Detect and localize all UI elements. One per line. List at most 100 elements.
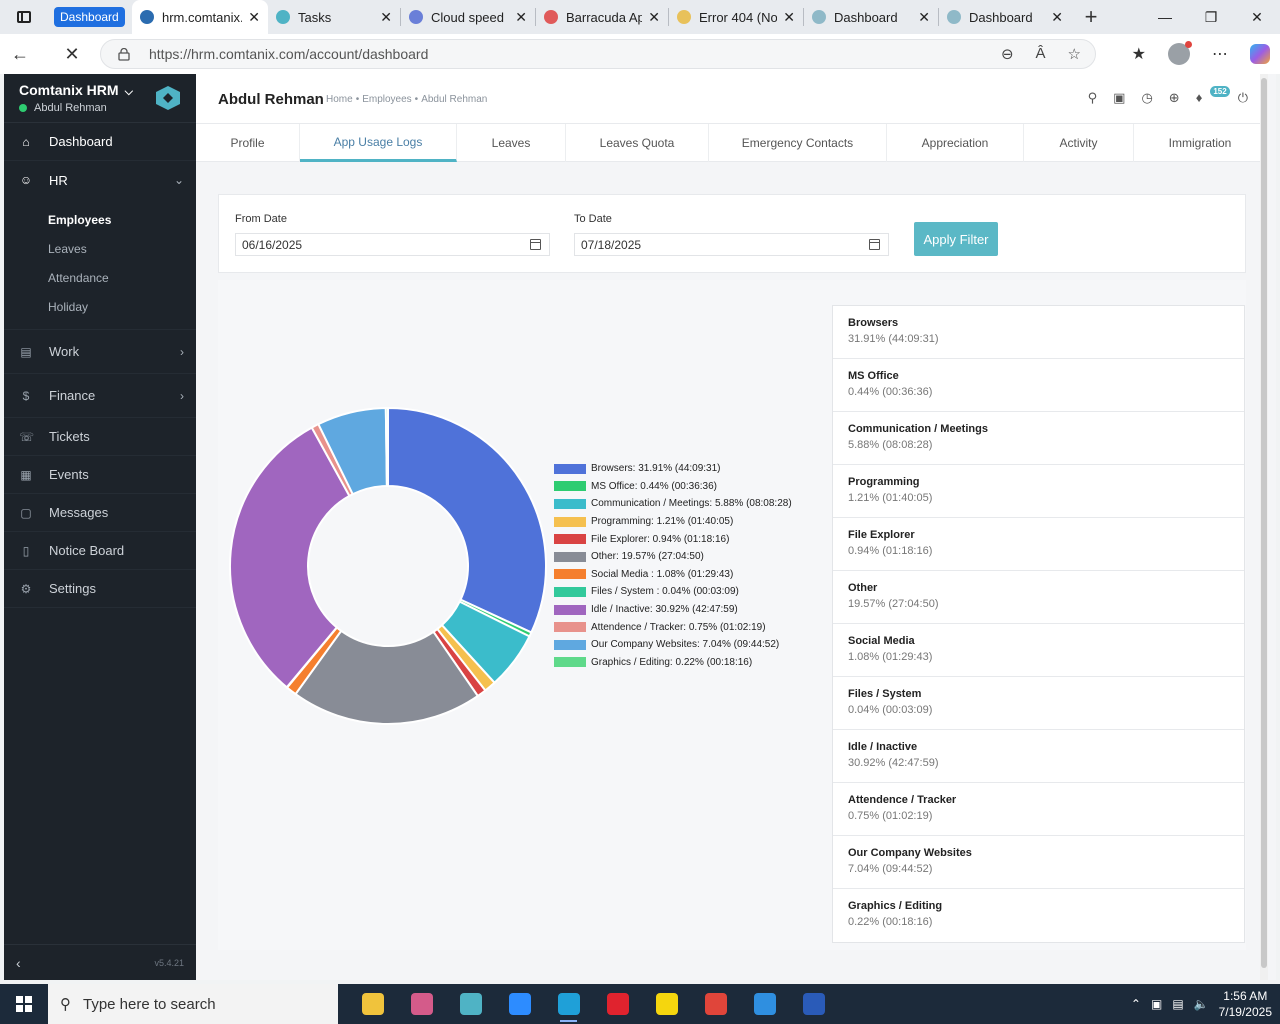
- sticky-note-icon[interactable]: ▣: [1113, 90, 1126, 105]
- power-icon[interactable]: ⏻: [1237, 90, 1248, 105]
- vscode-icon[interactable]: [740, 984, 789, 1024]
- security-icon[interactable]: ▣: [1150, 997, 1163, 1011]
- hrm-app-icon[interactable]: [446, 984, 495, 1024]
- close-tab-icon[interactable]: ✕: [648, 8, 660, 25]
- sidebar-item-settings[interactable]: ⚙ Settings: [4, 570, 196, 608]
- tab-group-label[interactable]: Dashboard: [54, 7, 125, 27]
- donut-slice-browsers[interactable]: [387, 406, 547, 634]
- sidebar-item-hr[interactable]: ☺ HR ⌄: [4, 161, 196, 199]
- close-tab-icon[interactable]: ✕: [515, 8, 527, 25]
- lock-icon[interactable]: [117, 47, 131, 61]
- browser-tab[interactable]: Cloud speed ✕: [401, 0, 535, 34]
- legend-item[interactable]: Our Company Websites: 7.04% (09:44:52): [554, 636, 792, 654]
- favorites-icon[interactable]: ★: [1131, 46, 1146, 63]
- legend-item[interactable]: Idle / Inactive: 30.92% (42:47:59): [554, 601, 792, 619]
- calendar-icon[interactable]: [869, 239, 880, 250]
- opera-icon[interactable]: [593, 984, 642, 1024]
- url-field[interactable]: https://hrm.comtanix.com/account/dashboa…: [100, 39, 1096, 69]
- back-icon[interactable]: ←: [11, 43, 29, 64]
- network-icon[interactable]: ▤: [1172, 997, 1184, 1011]
- close-tab-icon[interactable]: ✕: [248, 8, 260, 25]
- browser-tab[interactable]: Dashboard ✕: [804, 0, 938, 34]
- more-icon[interactable]: ⋯: [1212, 46, 1228, 63]
- close-tab-icon[interactable]: ✕: [380, 8, 392, 25]
- legend-item[interactable]: Communication / Meetings: 5.88% (08:08:2…: [554, 495, 792, 513]
- browser-tab[interactable]: Error 404 (No ✕: [669, 0, 803, 34]
- legend-item[interactable]: Graphics / Editing: 0.22% (00:18:16): [554, 654, 792, 672]
- profile-avatar[interactable]: [1168, 41, 1192, 65]
- show-hidden-icons-icon[interactable]: ⌃: [1130, 997, 1141, 1011]
- sidebar-item-notice-board[interactable]: ▯ Notice Board: [4, 532, 196, 570]
- browser-tab[interactable]: Dashboard ✕: [939, 0, 1071, 34]
- calendar-icon[interactable]: [530, 239, 541, 250]
- donut-slice-idle-inactive[interactable]: [229, 426, 351, 689]
- zoom-out-icon[interactable]: ⊖: [1000, 46, 1014, 63]
- legend-item[interactable]: MS Office: 0.44% (00:36:36): [554, 478, 792, 496]
- tab-emergency-contacts[interactable]: Emergency Contacts: [709, 124, 887, 162]
- close-tab-icon[interactable]: ✕: [1051, 8, 1063, 25]
- page-scrollbar[interactable]: [1260, 74, 1268, 980]
- apply-filter-button[interactable]: Apply Filter: [914, 222, 998, 256]
- file-explorer-icon[interactable]: [348, 984, 397, 1024]
- favorite-star-icon[interactable]: ☆: [1067, 46, 1081, 63]
- system-clock[interactable]: 1:56 AM 7/19/2025: [1219, 988, 1272, 1020]
- sidebar-subitem-holiday[interactable]: Holiday: [48, 299, 89, 314]
- close-tab-icon[interactable]: ✕: [783, 8, 795, 25]
- taskbar-search[interactable]: ⚲ Type here to search: [48, 984, 338, 1024]
- brand-menu[interactable]: Comtanix HRM ⌵: [19, 82, 196, 99]
- breadcrumb-home[interactable]: Home: [326, 94, 353, 105]
- sidebar-subitem-employees[interactable]: Employees: [48, 212, 112, 227]
- sidebar-item-dashboard[interactable]: ⌂ Dashboard: [4, 123, 196, 161]
- zoom-icon[interactable]: [495, 984, 544, 1024]
- sticky-notes-icon[interactable]: [642, 984, 691, 1024]
- browser-tab[interactable]: Dashboard: [48, 0, 132, 34]
- new-tab-icon[interactable]: +: [1084, 4, 1098, 29]
- donut-slice-graphics-editing[interactable]: [384, 406, 389, 488]
- sidebar-item-messages[interactable]: ▢ Messages: [4, 494, 196, 532]
- tab-leaves[interactable]: Leaves: [457, 124, 566, 162]
- snipping-app-icon[interactable]: [397, 984, 446, 1024]
- tab-activity[interactable]: Activity: [1024, 124, 1134, 162]
- add-circle-icon[interactable]: ⊕: [1168, 90, 1180, 105]
- bell-icon[interactable]: ♦ 152: [1196, 86, 1230, 106]
- legend-item[interactable]: Browsers: 31.91% (44:09:31): [554, 460, 792, 478]
- browser-tab[interactable]: hrm.comtanix.com ✕: [132, 0, 268, 34]
- sidebar-subitem-attendance[interactable]: Attendance: [48, 270, 109, 285]
- legend-item[interactable]: File Explorer: 0.94% (01:18:16): [554, 530, 792, 548]
- from-date-input[interactable]: 06/16/2025: [235, 233, 550, 256]
- restore-icon[interactable]: ❐: [1204, 8, 1218, 25]
- edge-icon[interactable]: [544, 984, 593, 1024]
- sidebar-subitem-leaves[interactable]: Leaves: [48, 241, 87, 256]
- breadcrumb-employees[interactable]: Employees: [362, 94, 412, 105]
- sidebar-item-tickets[interactable]: ☏ Tickets: [4, 418, 196, 456]
- browser-tab[interactable]: Barracuda Ap ✕: [536, 0, 668, 34]
- chrome-icon[interactable]: [691, 984, 740, 1024]
- clock-icon[interactable]: ◷: [1141, 90, 1153, 105]
- tab-profile[interactable]: Profile: [196, 124, 300, 162]
- sidebar-item-finance[interactable]: $ Finance ›: [4, 374, 196, 418]
- close-window-icon[interactable]: ✕: [1251, 8, 1263, 25]
- to-date-input[interactable]: 07/18/2025: [574, 233, 889, 256]
- collapse-sidebar-icon[interactable]: ‹: [16, 954, 21, 971]
- legend-item[interactable]: Social Media : 1.08% (01:29:43): [554, 566, 792, 584]
- volume-icon[interactable]: 🔈: [1193, 997, 1209, 1011]
- search-icon[interactable]: ⚲: [1087, 90, 1098, 105]
- donut-slice-other[interactable]: [294, 629, 480, 725]
- copilot-icon[interactable]: [1250, 44, 1270, 64]
- close-tab-icon[interactable]: ✕: [918, 8, 930, 25]
- stop-loading-icon[interactable]: ✕: [64, 43, 80, 64]
- legend-item[interactable]: Attendence / Tracker: 0.75% (01:02:19): [554, 618, 792, 636]
- browser-tab[interactable]: Tasks ✕: [268, 0, 400, 34]
- read-aloud-icon[interactable]: Â: [1035, 45, 1046, 62]
- tab-immigration[interactable]: Immigration: [1168, 136, 1232, 150]
- tab-leaves-quota[interactable]: Leaves Quota: [566, 124, 709, 162]
- minimize-icon[interactable]: —: [1158, 9, 1172, 25]
- legend-item[interactable]: Files / System : 0.04% (00:03:09): [554, 583, 792, 601]
- tab-app-usage-logs[interactable]: App Usage Logs: [300, 124, 457, 162]
- powershell-icon[interactable]: [789, 984, 838, 1024]
- sidebar-item-work[interactable]: ▤ Work ›: [4, 330, 196, 374]
- start-button[interactable]: [0, 984, 48, 1024]
- sidebar-item-events[interactable]: ▦ Events: [4, 456, 196, 494]
- legend-item[interactable]: Programming: 1.21% (01:40:05): [554, 513, 792, 531]
- tab-appreciation[interactable]: Appreciation: [887, 124, 1024, 162]
